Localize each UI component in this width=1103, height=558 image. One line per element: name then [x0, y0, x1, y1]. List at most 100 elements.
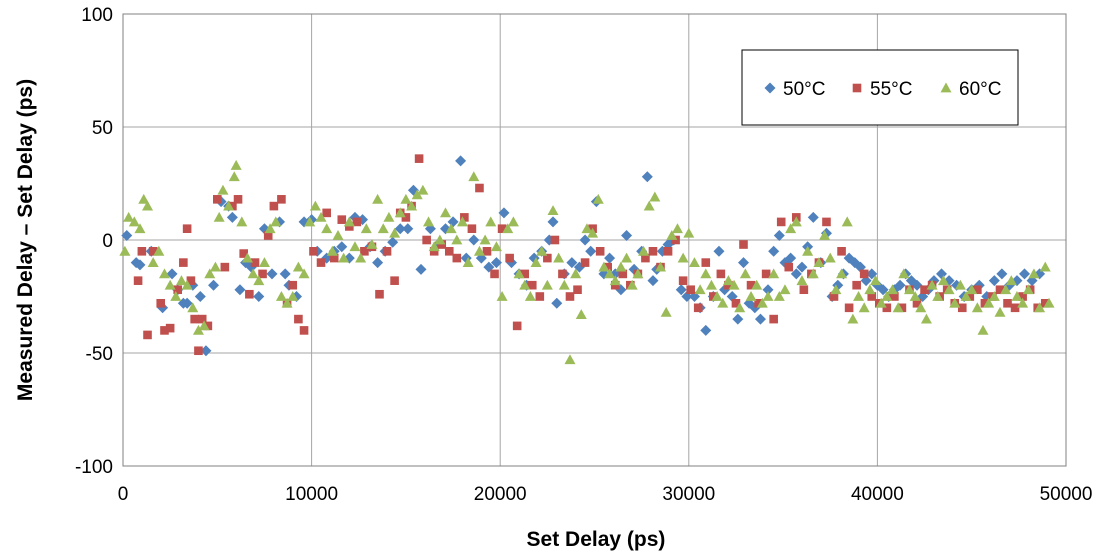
data-point — [647, 275, 659, 287]
y-tick-label: -50 — [86, 344, 113, 365]
data-point — [490, 257, 502, 269]
data-point — [892, 302, 904, 313]
data-point — [585, 245, 597, 257]
data-point — [372, 257, 384, 269]
data-point — [587, 227, 599, 238]
data-point — [886, 284, 898, 295]
data-point — [299, 326, 309, 335]
data-point — [598, 261, 610, 272]
legend: 50°C 55°C 60°C — [741, 49, 1019, 126]
data-point — [429, 247, 439, 256]
data-point — [263, 231, 273, 240]
data-point — [415, 263, 427, 275]
data-point — [724, 280, 733, 290]
data-point — [414, 154, 424, 163]
data-point — [455, 155, 467, 167]
data-point — [445, 223, 457, 234]
data-point — [663, 247, 673, 256]
data-point — [505, 253, 514, 263]
data-point — [877, 284, 889, 296]
data-point — [732, 313, 744, 325]
data-point — [898, 268, 910, 279]
data-point — [197, 314, 207, 324]
data-point — [485, 216, 497, 227]
data-point — [175, 275, 187, 286]
data-point — [192, 324, 204, 335]
data-point — [173, 285, 182, 295]
data-point — [519, 279, 531, 290]
data-points — [119, 154, 1055, 365]
data-point — [360, 247, 369, 256]
data-point — [618, 269, 628, 279]
legend-label: 60°C — [959, 79, 1001, 100]
legend-item: 60°C — [940, 79, 1001, 100]
data-point — [595, 247, 605, 256]
data-point — [779, 284, 791, 295]
data-point — [784, 262, 794, 272]
data-point — [460, 213, 469, 222]
data-point — [819, 229, 831, 240]
data-point — [275, 291, 287, 301]
x-axis-title: Set Delay (ps) — [527, 528, 666, 551]
data-point — [592, 193, 604, 204]
data-point — [754, 313, 766, 325]
data-point — [277, 195, 286, 204]
data-point — [739, 268, 751, 279]
data-point — [462, 257, 474, 267]
data-point — [530, 257, 542, 267]
data-point — [621, 252, 633, 263]
legend-box — [741, 49, 1019, 126]
data-point — [688, 257, 700, 267]
data-point — [490, 241, 502, 252]
data-point — [406, 200, 418, 211]
data-point — [807, 211, 819, 223]
data-point — [321, 223, 333, 234]
data-point — [1010, 303, 1020, 313]
data-point — [717, 297, 729, 308]
data-point — [739, 240, 748, 249]
data-point — [581, 223, 593, 234]
data-point — [675, 284, 687, 296]
data-point — [553, 252, 565, 263]
data-point — [573, 285, 582, 295]
data-point — [965, 292, 975, 301]
data-point — [829, 292, 839, 301]
data-point — [713, 245, 725, 257]
data-point — [994, 306, 1006, 317]
data-point — [468, 171, 480, 182]
data-point — [973, 285, 982, 295]
data-point — [497, 224, 507, 233]
data-point — [615, 261, 627, 272]
data-point — [198, 320, 210, 331]
y-tick-label: 100 — [81, 5, 113, 26]
data-point — [137, 247, 147, 256]
data-point — [179, 258, 188, 267]
data-point — [482, 247, 492, 256]
data-point — [194, 346, 203, 356]
data-point — [345, 222, 354, 231]
data-point — [1039, 261, 1051, 272]
data-point — [734, 302, 746, 313]
data-point — [604, 268, 616, 279]
x-tick-label: 40000 — [851, 484, 904, 505]
data-point — [187, 302, 199, 313]
data-point — [671, 223, 683, 234]
data-point — [926, 279, 938, 290]
data-point — [1017, 297, 1029, 308]
data-point — [123, 211, 135, 222]
data-point — [547, 216, 559, 228]
x-tick-label: 30000 — [662, 484, 715, 505]
data-point — [641, 253, 650, 263]
data-point — [1003, 298, 1012, 308]
data-point — [226, 211, 238, 223]
data-point — [322, 208, 331, 218]
data-point — [558, 269, 567, 279]
data-point — [655, 261, 667, 272]
data-point — [722, 275, 734, 286]
data-point — [147, 257, 159, 267]
data-point — [428, 241, 440, 252]
data-point — [603, 262, 613, 272]
data-point — [158, 268, 170, 279]
data-point — [204, 268, 216, 279]
